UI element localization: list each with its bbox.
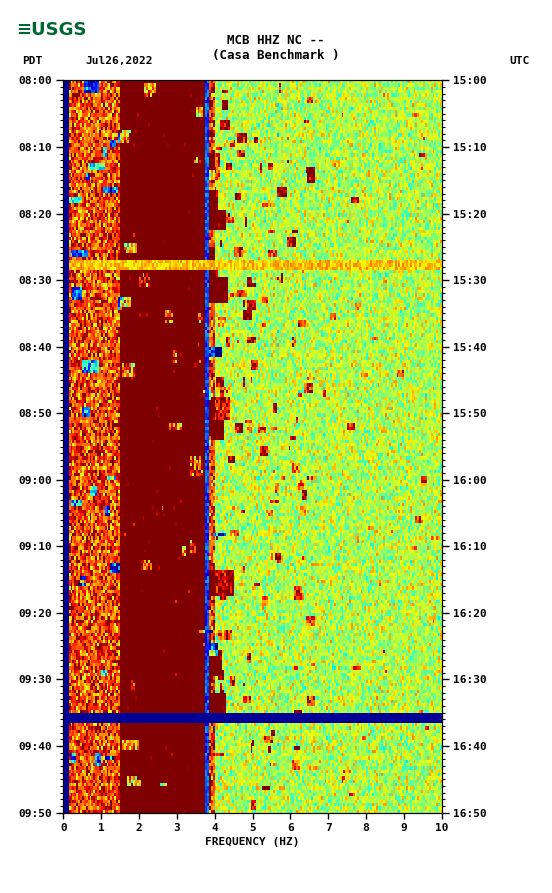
Text: ≡USGS: ≡USGS	[17, 21, 87, 38]
Text: Jul26,2022: Jul26,2022	[86, 55, 153, 66]
Text: PDT: PDT	[22, 55, 43, 66]
Text: UTC: UTC	[509, 55, 530, 66]
Text: (Casa Benchmark ): (Casa Benchmark )	[213, 49, 339, 62]
Text: MCB HHZ NC --: MCB HHZ NC --	[227, 34, 325, 46]
X-axis label: FREQUENCY (HZ): FREQUENCY (HZ)	[205, 838, 300, 847]
